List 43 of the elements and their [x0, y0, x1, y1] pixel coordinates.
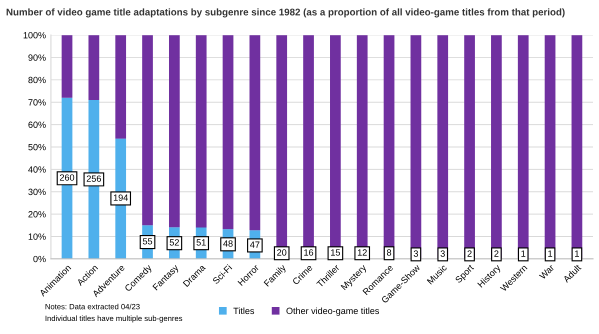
- annotation: 256: [86, 175, 101, 182]
- bar: [196, 35, 207, 228]
- bar: [115, 35, 126, 139]
- annotation: 260: [60, 174, 74, 181]
- y-tick-label: 60%: [28, 122, 46, 128]
- y-tick-label: 70%: [28, 99, 46, 106]
- y-tick-label: 30%: [28, 188, 46, 196]
- annotation: 1: [521, 250, 526, 257]
- annotation: 194: [114, 194, 128, 201]
- annotation: 12: [358, 249, 367, 256]
- annotation: 16: [304, 249, 314, 256]
- annotation: 2: [494, 250, 498, 257]
- annotation: 1: [575, 250, 579, 257]
- annotation: 47: [250, 242, 260, 248]
- x-tick-label: War: [538, 264, 555, 280]
- annotation: 8: [386, 249, 392, 256]
- bar: [62, 35, 72, 98]
- y-tick-label: 90%: [28, 54, 46, 61]
- legend-label: Other video-game titles: [286, 307, 380, 316]
- annotation: 48: [223, 240, 233, 247]
- y-tick-label: 50%: [28, 144, 46, 150]
- bar: [222, 35, 234, 230]
- bar: [88, 35, 100, 100]
- y-tick-label: 10%: [28, 233, 46, 240]
- annotation: 15: [331, 249, 340, 256]
- y-tick-label: 80%: [28, 76, 46, 84]
- annotation: 51: [196, 239, 206, 246]
- annotation: 3: [414, 250, 418, 257]
- y-tick-label: 100%: [24, 32, 46, 38]
- bar: [250, 35, 260, 230]
- y-tick-label: 40%: [28, 166, 46, 173]
- bar: [168, 35, 180, 228]
- legend-label: Titles: [233, 307, 254, 314]
- annotation: 55: [142, 238, 152, 244]
- y-tick-label: 0%: [33, 256, 46, 262]
- y-tick-label: 20%: [28, 211, 46, 218]
- annotation: 3: [440, 250, 445, 257]
- annotation: 20: [277, 249, 286, 256]
- chart-title: Number of video game title adaptations by subgenre since 1982 (as a proportion of all video-game titles from that period): [6, 8, 565, 18]
- annotation: 2: [468, 250, 472, 257]
- annotation: 52: [170, 239, 179, 246]
- annotation: 1: [548, 250, 552, 257]
- bar: [142, 35, 153, 226]
